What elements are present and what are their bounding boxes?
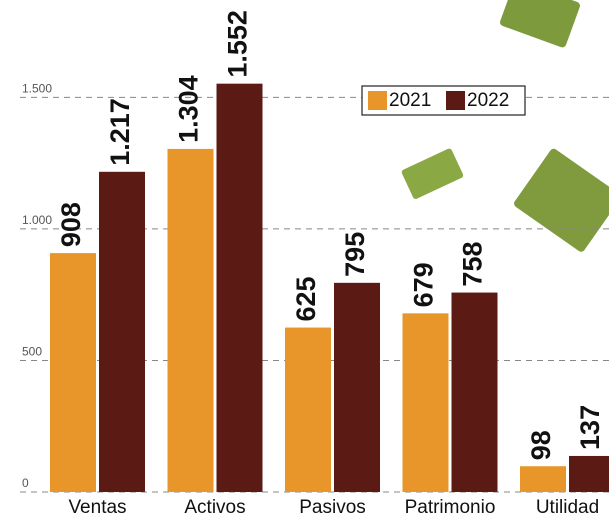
bar (569, 456, 609, 492)
value-label: 908 (56, 202, 86, 247)
bar (520, 466, 566, 492)
chart: 0 500 1.000 1.500 908 1.217 Ventas 1.304 1.552 Ac… (0, 0, 609, 518)
legend-label: 2021 (389, 90, 431, 111)
bar (285, 328, 331, 492)
bar (334, 283, 380, 492)
x-tick-label: Patrimonio (405, 497, 496, 518)
y-tick-label: 1.000 (22, 213, 52, 227)
value-label: 1.304 (174, 75, 204, 143)
legend: 2021 2022 (362, 86, 525, 115)
value-label: 679 (409, 262, 439, 307)
decoration (401, 0, 609, 253)
value-label: 137 (575, 405, 605, 450)
bar (217, 84, 263, 492)
y-tick-label: 1.500 (22, 82, 52, 96)
bar (452, 293, 498, 492)
legend-swatch (446, 91, 465, 110)
bar (168, 149, 214, 492)
x-tick-label: Activos (184, 497, 245, 518)
bar (99, 172, 145, 492)
legend-label: 2022 (467, 90, 509, 111)
legend-swatch (368, 91, 387, 110)
value-label: 1.217 (105, 98, 135, 166)
value-label: 1.552 (223, 10, 253, 78)
x-tick-label: Utilidad (536, 497, 599, 518)
value-label: 625 (291, 276, 321, 321)
x-tick-label: Ventas (68, 497, 126, 518)
value-label: 795 (340, 232, 370, 277)
value-label: 98 (526, 430, 556, 460)
y-tick-label: 500 (22, 345, 42, 359)
bar (403, 313, 449, 492)
bar (50, 253, 96, 492)
value-label: 758 (458, 242, 488, 287)
x-tick-label: Pasivos (299, 497, 366, 518)
y-tick-label: 0 (22, 476, 29, 490)
